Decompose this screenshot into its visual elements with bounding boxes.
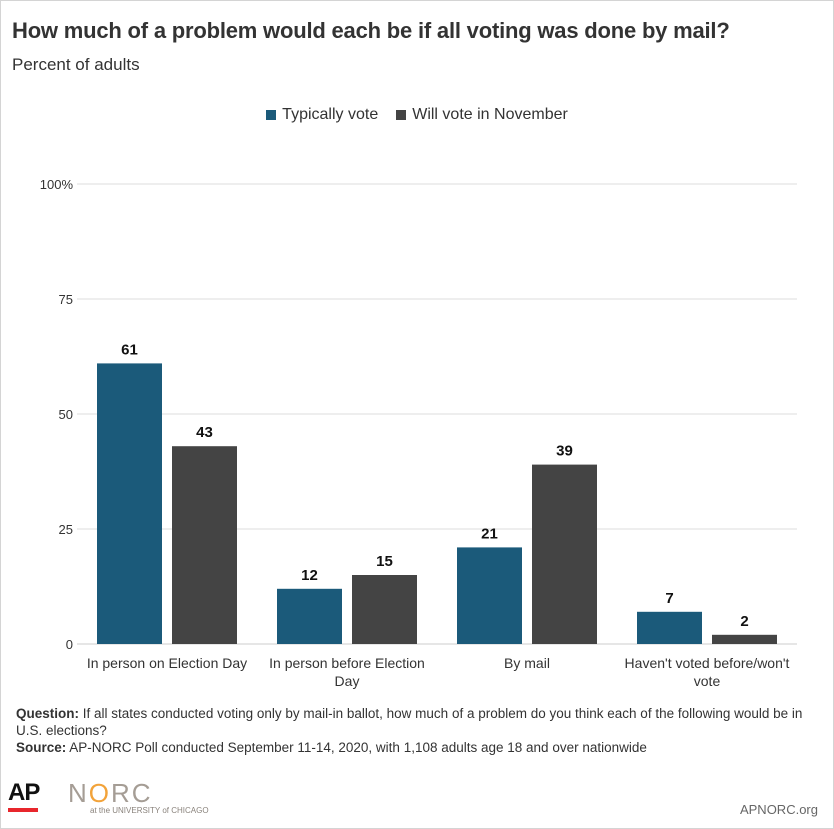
question-note: Question: If all states conducted voting… (16, 705, 822, 739)
legend-label: Typically vote (282, 106, 379, 123)
source-note: Source: AP-NORC Poll conducted September… (16, 739, 822, 756)
legend-swatch (266, 110, 277, 120)
ap-logo-bar (8, 808, 38, 812)
question-text: If all states conducted voting only by m… (16, 706, 803, 738)
data-label: 15 (376, 553, 393, 570)
x-tick-label: vote (694, 673, 721, 689)
y-tick-label: 50 (59, 407, 73, 422)
y-tick-label: 0 (66, 637, 73, 652)
bar (457, 547, 522, 644)
data-label: 39 (556, 443, 573, 460)
legend: Typically vote Will vote in November (0, 106, 834, 124)
x-tick-label: Day (335, 673, 360, 689)
x-tick-label: In person before Election (269, 655, 425, 671)
bar (637, 611, 702, 644)
bar (712, 634, 777, 644)
norc-logo-subtitle: at the UNIVERSITY of CHICAGO (90, 806, 209, 815)
legend-swatch (396, 110, 407, 120)
chart-subtitle: Percent of adults (12, 55, 140, 74)
x-tick-label: In person on Election Day (87, 655, 247, 671)
x-tick-label: Haven't voted before/won't (625, 655, 790, 671)
source-text: AP-NORC Poll conducted September 11-14, … (66, 740, 647, 755)
data-label: 7 (665, 590, 673, 607)
y-tick-label: 100% (40, 177, 74, 192)
bar (532, 464, 597, 644)
bar (277, 588, 342, 644)
norc-logo: NORC (68, 778, 153, 808)
bar (97, 363, 162, 644)
data-label: 61 (121, 341, 138, 358)
bar (172, 446, 237, 644)
legend-label: Will vote in November (412, 106, 568, 123)
x-tick-label: By mail (504, 655, 550, 671)
data-label: 2 (740, 613, 748, 630)
site-url: APNORC.org (739, 802, 818, 817)
chart-title: How much of a problem would each be if a… (12, 18, 730, 43)
bar-chart: 0 25 50 75 100% 61 43 In person on Election Day… (40, 177, 797, 689)
data-label: 12 (301, 567, 318, 584)
ap-logo: AP (8, 779, 40, 806)
bar (352, 575, 417, 644)
question-label: Question: (16, 706, 79, 721)
y-tick-label: 75 (59, 292, 73, 307)
footnote: Question: If all states conducted voting… (16, 705, 822, 756)
y-tick-label: 25 (59, 522, 73, 537)
data-label: 43 (196, 424, 213, 441)
legend-item-typically-vote: Typically vote (266, 106, 378, 124)
source-label: Source: (16, 740, 67, 755)
legend-item-will-vote: Will vote in November (396, 106, 568, 124)
data-label: 21 (481, 525, 498, 542)
